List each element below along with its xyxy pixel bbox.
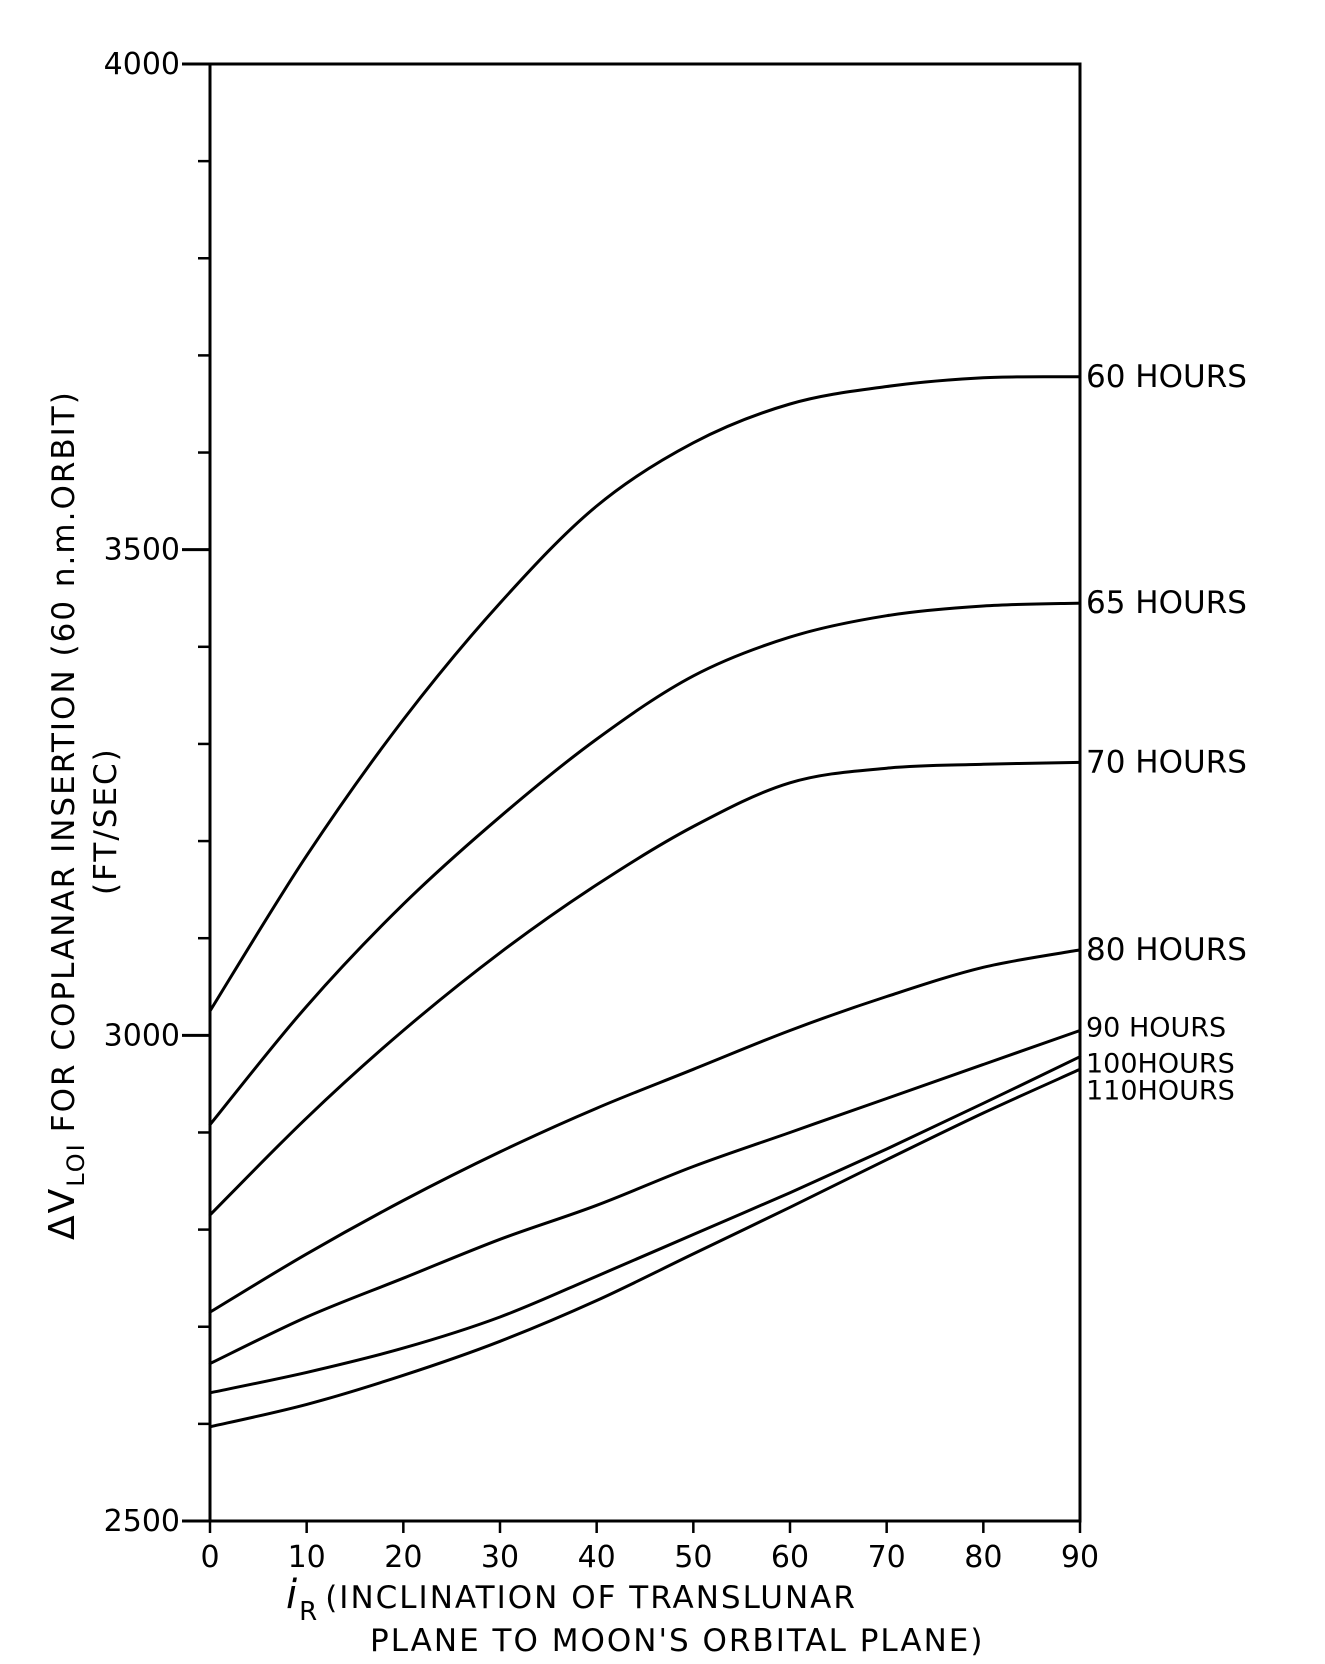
x-axis-title-line1: iR (INCLINATION OF TRANSLUNAR <box>286 1572 857 1627</box>
x-axis-title-subscript: R <box>299 1597 319 1627</box>
x-tick-label: 90 <box>1061 1540 1099 1575</box>
series-lines <box>208 375 1082 1429</box>
series-label-2: 70 HOURS <box>1086 744 1247 780</box>
x-tick-label: 50 <box>674 1540 712 1575</box>
y-axis-units-text: (FT/SEC) <box>88 747 124 895</box>
x-tick-label: 60 <box>771 1540 809 1575</box>
series-line-2 <box>208 760 1082 1217</box>
y-axis-title-symbol: ΔV <box>42 1187 83 1240</box>
y-axis-units: (FT/SEC) <box>88 747 124 895</box>
y-axis-title-text: FOR COPLANAR INSERTION (60 n.m.ORBIT) <box>46 390 82 1132</box>
series-label-0: 60 HOURS <box>1086 359 1247 395</box>
series-label-1: 65 HOURS <box>1086 585 1247 621</box>
svg-text:ΔVLOIFOR COPLANAR INSERTION (6: ΔVLOI FOR COPLANAR INSERTION (60 n.m.ORBI… <box>42 390 90 1240</box>
series-line-4 <box>208 1029 1082 1366</box>
x-axis-ticks: 0 10 20 30 40 50 60 70 80 90 <box>200 1521 1099 1575</box>
plot-frame <box>208 62 1082 1523</box>
series-line-0 <box>208 375 1082 1013</box>
y-tick-label: 3000 <box>104 1018 180 1053</box>
x-tick-label: 70 <box>868 1540 906 1575</box>
series-line-5 <box>208 1055 1082 1395</box>
series-label-6: 110HOURS <box>1086 1075 1235 1106</box>
series-line-1 <box>208 601 1082 1127</box>
y-tick-label: 2500 <box>104 1504 180 1539</box>
y-tick-label: 3500 <box>104 533 180 568</box>
series-label-5: 100HOURS <box>1086 1049 1235 1080</box>
x-axis-title-text: (INCLINATION OF TRANSLUNAR <box>325 1580 857 1616</box>
y-axis-title-subscript: LOI <box>62 1142 90 1186</box>
y-axis-ticks: 2500 3000 3500 4000 <box>104 47 210 1539</box>
x-tick-label: 30 <box>481 1540 519 1575</box>
x-tick-label: 40 <box>578 1540 616 1575</box>
x-axis-title-line2: PLANE TO MOON'S ORBITAL PLANE) <box>370 1623 984 1659</box>
series-label-4: 90 HOURS <box>1086 1012 1226 1043</box>
series-line-6 <box>208 1067 1082 1429</box>
x-tick-label: 20 <box>384 1540 422 1575</box>
series-line-3 <box>208 948 1082 1314</box>
series-label-3: 80 HOURS <box>1086 932 1247 968</box>
series-labels: 60 HOURS 65 HOURS 70 HOURS 80 HOURS 90 HOURS… <box>1086 359 1247 1107</box>
x-axis-title-symbol: i <box>286 1572 299 1618</box>
x-tick-label: 80 <box>964 1540 1002 1575</box>
x-tick-label: 10 <box>288 1540 326 1575</box>
y-tick-label: 4000 <box>104 47 180 82</box>
x-tick-label: 0 <box>200 1540 219 1575</box>
y-axis-title: ΔVLOI FOR COPLANAR INSERTION (60 n.m.ORBI… <box>42 390 90 1240</box>
